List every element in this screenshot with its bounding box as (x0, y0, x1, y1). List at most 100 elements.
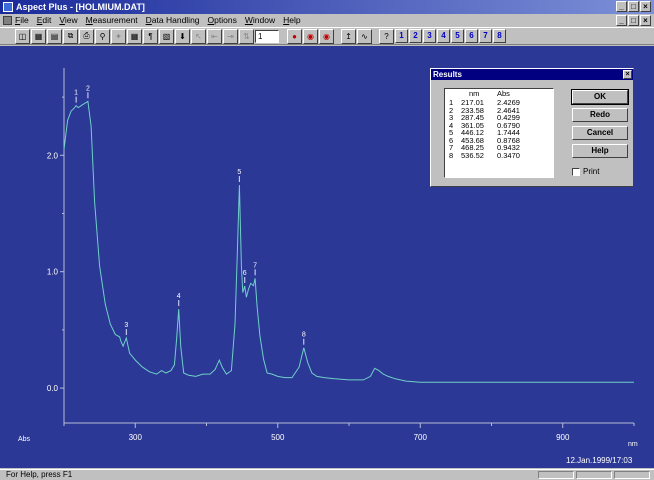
document-icon[interactable] (3, 15, 12, 25)
copy-icon[interactable]: ⧉ (63, 28, 78, 44)
curve-6-button[interactable]: 6 (465, 29, 478, 43)
peak-abs: 2.4269 (497, 98, 520, 107)
zoom-icon[interactable]: ⚲ (95, 28, 110, 44)
peak-abs: 0.3470 (497, 150, 520, 160)
close-button[interactable]: × (640, 1, 651, 12)
maximize-button[interactable]: □ (628, 1, 639, 12)
arrow-down-icon[interactable]: ⬇ (175, 28, 190, 44)
curve-7-button[interactable]: 7 (479, 29, 492, 43)
peak-nm: 536.52 (461, 150, 484, 160)
results-list[interactable]: nm Abs 1 217.01 2.4269 2 233.58 2.4641 3 287.45… (444, 88, 554, 178)
scale-icon[interactable]: ↥ (341, 28, 356, 44)
ok-button[interactable]: OK (571, 89, 629, 105)
curve-5-button[interactable]: 5 (451, 29, 464, 43)
menu-file[interactable]: File (15, 15, 29, 25)
menu-view[interactable]: View (59, 15, 78, 25)
print-checkbox-box[interactable] (572, 167, 580, 176)
peak-label: 5 (237, 169, 241, 176)
peak-pick-icon[interactable]: ¶ (143, 28, 158, 44)
y-tick-label: 2.0 (47, 151, 59, 160)
open-file-icon[interactable]: ◫ (15, 28, 30, 44)
peak-index: 8 (449, 150, 454, 160)
table-icon[interactable]: ▧ (159, 28, 174, 44)
status-bar: For Help, press F1 (0, 469, 654, 480)
peak-nm: 233.58 (461, 105, 484, 115)
help-button[interactable]: Help (572, 144, 628, 158)
col-abs-header: Abs (497, 89, 510, 98)
peak-right-icon[interactable]: ⇥ (223, 28, 238, 44)
menu-options[interactable]: Options (207, 15, 237, 25)
minimize-button[interactable]: _ (616, 1, 627, 12)
peak-abs: 0.6790 (497, 120, 520, 130)
peak-label: 8 (302, 332, 306, 339)
curve-1-button[interactable]: 1 (395, 29, 408, 43)
list-item[interactable]: 4 361.05 0.6790 (445, 120, 553, 130)
toolbar: ◫ ▦ ▤ ⧉ ⎙ ⚲ ✦ ▦ ¶ ▧ ⬇ ↖ ⇤ ⇥ ⇅ 1 ● ◉ ◉ ↥ … (0, 27, 654, 45)
doc-minimize-button[interactable]: _ (616, 15, 627, 26)
curve-3-button[interactable]: 3 (423, 29, 436, 43)
list-item[interactable]: 2 233.58 2.4641 (445, 105, 553, 115)
results-title-text: Results (433, 70, 462, 79)
context-help-icon[interactable]: ? (379, 28, 394, 44)
curve-2-button[interactable]: 2 (409, 29, 422, 43)
y-tick-label: 1.0 (47, 268, 59, 277)
peak-index: 4 (449, 120, 454, 130)
menu-edit[interactable]: Edit (36, 15, 52, 25)
peak-index: 7 (449, 143, 454, 152)
title-bar: Aspect Plus - [HOLMIUM.DAT] _ □ × (0, 0, 654, 14)
print-label: Print (583, 167, 600, 176)
peak-nm: 287.45 (461, 113, 484, 122)
app-icon (3, 2, 13, 12)
results-close-icon[interactable]: × (623, 70, 632, 79)
peak-index: 5 (449, 128, 454, 137)
list-item[interactable]: 3 287.45 0.4299 (445, 114, 553, 122)
list-item[interactable]: 1 217.01 2.4269 (445, 99, 553, 107)
peak-abs: 0.4299 (497, 113, 520, 122)
menu-measurement[interactable]: Measurement (85, 15, 138, 25)
peak-nm: 468.25 (461, 143, 484, 152)
print-icon[interactable]: ▤ (47, 28, 62, 44)
list-item[interactable]: 6 453.68 0.8768 (445, 135, 553, 145)
stop-icon[interactable]: ◉ (319, 28, 334, 44)
record-icon[interactable]: ● (287, 28, 302, 44)
results-dialog: Results × nm Abs 1 217.01 2.4269 2 233.58 2.4… (430, 68, 634, 187)
list-item[interactable]: 5 446.12 1.7444 (445, 129, 553, 137)
peak-label: 6 (243, 270, 247, 277)
results-title: Results × (431, 69, 633, 80)
peak-index: 3 (449, 113, 454, 122)
x-tick-label: 500 (271, 433, 285, 442)
menu-window[interactable]: Window (244, 15, 276, 25)
crosshair-icon[interactable]: ✦ (111, 28, 126, 44)
peak-label: 2 (86, 85, 90, 92)
peak-label: 1 (74, 90, 78, 97)
curve-8-button[interactable]: 8 (493, 29, 506, 43)
list-item[interactable]: 8 536.52 0.3470 (445, 150, 553, 160)
spectrum-icon[interactable]: ∿ (357, 28, 372, 44)
doc-restore-button[interactable]: □ (628, 15, 639, 26)
peak-left-icon[interactable]: ⇤ (207, 28, 222, 44)
x-tick-label: 900 (556, 433, 570, 442)
peak-nm: 453.68 (461, 135, 484, 145)
peak-index: 1 (449, 98, 454, 107)
cursor-icon[interactable]: ↖ (191, 28, 206, 44)
peak-step-icon[interactable]: ⇅ (239, 28, 254, 44)
step-input[interactable]: 1 (255, 29, 279, 43)
peak-label: 7 (253, 262, 257, 269)
cancel-button[interactable]: Cancel (572, 126, 628, 140)
menu-data-handling[interactable]: Data Handling (145, 15, 200, 25)
list-item[interactable]: 7 468.25 0.9432 (445, 144, 553, 152)
peak-nm: 446.12 (461, 128, 484, 137)
y-axis-label: Abs (18, 436, 31, 443)
doc-close-button[interactable]: × (640, 15, 651, 26)
menu-help[interactable]: Help (283, 15, 301, 25)
save-icon[interactable]: ▦ (31, 28, 46, 44)
measure-icon[interactable]: ◉ (303, 28, 318, 44)
printer-icon[interactable]: ⎙ (79, 28, 94, 44)
status-text: For Help, press F1 (6, 470, 73, 479)
window-controls: _ □ × (616, 1, 651, 12)
print-checkbox[interactable]: Print (572, 167, 599, 176)
grid-icon[interactable]: ▦ (127, 28, 142, 44)
curve-4-button[interactable]: 4 (437, 29, 450, 43)
redo-button[interactable]: Redo (572, 108, 628, 122)
x-axis-label: nm (628, 441, 638, 448)
